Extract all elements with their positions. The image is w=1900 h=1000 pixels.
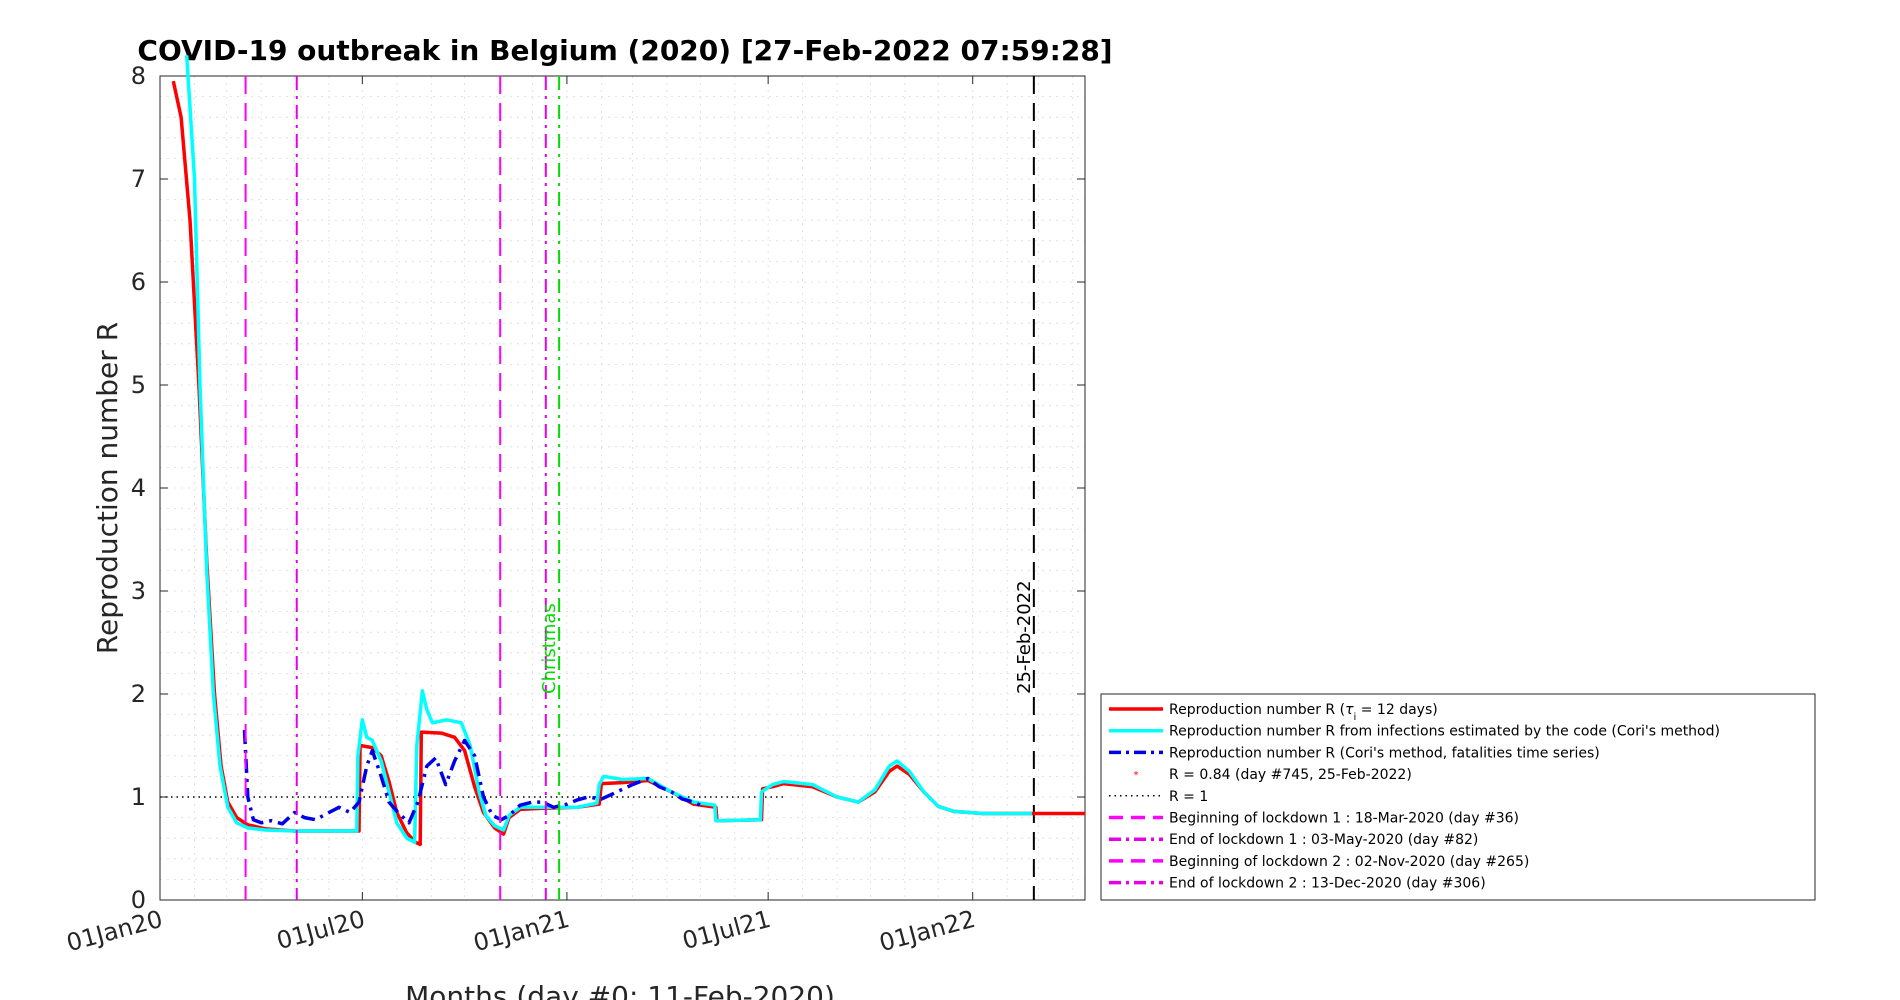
y-axis-label: Reproduction number R [91, 322, 124, 654]
y-tick-label: 4 [131, 474, 146, 502]
grid [160, 76, 1085, 900]
legend-label-lockdown1-end: End of lockdown 1 : 03-May-2020 (day #82… [1169, 832, 1478, 848]
vertical-lines [244, 76, 547, 900]
y-tick-label: 1 [131, 783, 146, 811]
legend-label-lockdown2-start: Beginning of lockdown 2 : 02-Nov-2020 (d… [1169, 854, 1529, 870]
legend-label-series-2: Reproduction number R from infections es… [1169, 724, 1720, 740]
y-tick-label: 8 [131, 62, 146, 90]
legend-swatch-marker: * [1134, 770, 1139, 781]
r-current-marker [1031, 811, 1036, 816]
marker-layer [1031, 811, 1036, 816]
legend: Reproduction number R (τi = 12 days)Repr… [1100, 693, 1816, 901]
y-tick-label: 7 [131, 165, 146, 193]
legend-label-lockdown2-end: End of lockdown 2 : 13-Dec-2020 (day #30… [1169, 876, 1486, 892]
x-axis-label: Months (day #0: 11-Feb-2020) [405, 980, 835, 1000]
legend-label-lockdown1-start: Beginning of lockdown 1 : 18-Mar-2020 (d… [1169, 811, 1519, 827]
y-tick-label: 6 [131, 268, 146, 296]
series-line-2 [184, 55, 1034, 845]
annotation-label-christmas: Christmas [539, 603, 560, 694]
legend-box [1100, 693, 1816, 901]
legend-label-series-1: Reproduction number R (τi = 12 days) [1169, 702, 1438, 723]
series-line-3 [242, 729, 706, 826]
legend-label-marker: R = 0.84 (day #745, 25-Feb-2022) [1169, 767, 1412, 783]
y-axis: 0 1 2 3 4 5 6 7 8 [131, 62, 1085, 914]
series-lines [171, 55, 1085, 847]
chart-title: COVID-19 outbreak in Belgium (2020) [27-… [137, 34, 1112, 67]
y-tick-label: 0 [131, 886, 146, 914]
legend-label-reference: R = 1 [1169, 789, 1208, 805]
legend-label-series-3: Reproduction number R (Cori's method, fa… [1169, 745, 1600, 761]
y-tick-label: 2 [131, 680, 146, 708]
annotations: Christmas 25-Feb-2022 [539, 76, 1035, 900]
y-tick-label: 3 [131, 577, 146, 605]
annotation-label-current-date: 25-Feb-2022 [1014, 580, 1035, 694]
y-tick-label: 5 [131, 371, 146, 399]
